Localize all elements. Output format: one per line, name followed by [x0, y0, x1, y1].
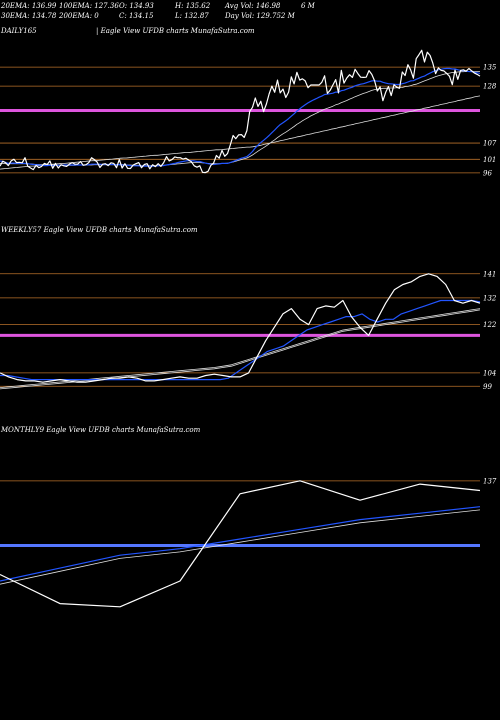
- price-level-tick: 137: [483, 477, 497, 485]
- ema30-label: 30EMA: 134.78: [1, 12, 57, 20]
- price-level-tick: 96: [483, 169, 492, 177]
- price-level-tick: 104: [483, 369, 496, 377]
- price-level-tick: 132: [483, 294, 497, 302]
- ema-medium-line: [0, 308, 481, 388]
- weekly-panel-label: WEEKLY57 Eagle View UFDB charts MunafaSu…: [1, 226, 198, 234]
- ema100-label: 100EMA: 127.36: [59, 2, 119, 10]
- ema-medium-line: [0, 71, 480, 167]
- close-label: C: 134.15: [119, 12, 154, 20]
- ema-fast-line: [0, 67, 481, 167]
- monthly-chart: 137: [0, 477, 497, 608]
- monthly-panel-label: MONTHLY9 Eagle View UFDB charts MunafaSu…: [1, 426, 201, 434]
- period-label: 6 M: [301, 2, 315, 10]
- price-line: [0, 273, 481, 383]
- ema-fast-line: [0, 506, 481, 582]
- daily-panel-label: DAILY165: [1, 27, 37, 35]
- ema-slow-line: [0, 309, 481, 390]
- price-line: [0, 480, 481, 608]
- open-label: O: 134.93: [119, 2, 154, 10]
- weekly-chart: 141 132 122 104 99: [0, 270, 497, 391]
- ema-medium-line: [0, 509, 481, 585]
- price-level-tick: 99: [483, 383, 492, 391]
- price-level-tick: 135: [483, 64, 497, 72]
- price-level-tick: 101: [483, 156, 496, 164]
- price-line: [0, 49, 481, 174]
- price-level-tick: 107: [483, 140, 497, 148]
- ema-fast-line: [0, 299, 481, 381]
- daily-chart: 135 128 107 101 96: [0, 49, 497, 177]
- price-level-tick: 128: [483, 83, 497, 91]
- ema20-label: 20EMA: 136.99: [1, 2, 57, 10]
- low-label: L: 132.87: [175, 12, 209, 20]
- ema200-label: 200EMA: 0: [59, 12, 99, 20]
- high-label: H: 135.62: [175, 2, 211, 10]
- price-level-tick: 141: [483, 270, 496, 278]
- price-level-tick: 122: [483, 321, 497, 329]
- day-vol-label: Day Vol: 129.752 M: [225, 12, 295, 20]
- daily-panel-source: | Eagle View UFDB charts MunafaSutra.com: [96, 27, 255, 35]
- avg-vol-label: Avg Vol: 146.98: [225, 2, 281, 10]
